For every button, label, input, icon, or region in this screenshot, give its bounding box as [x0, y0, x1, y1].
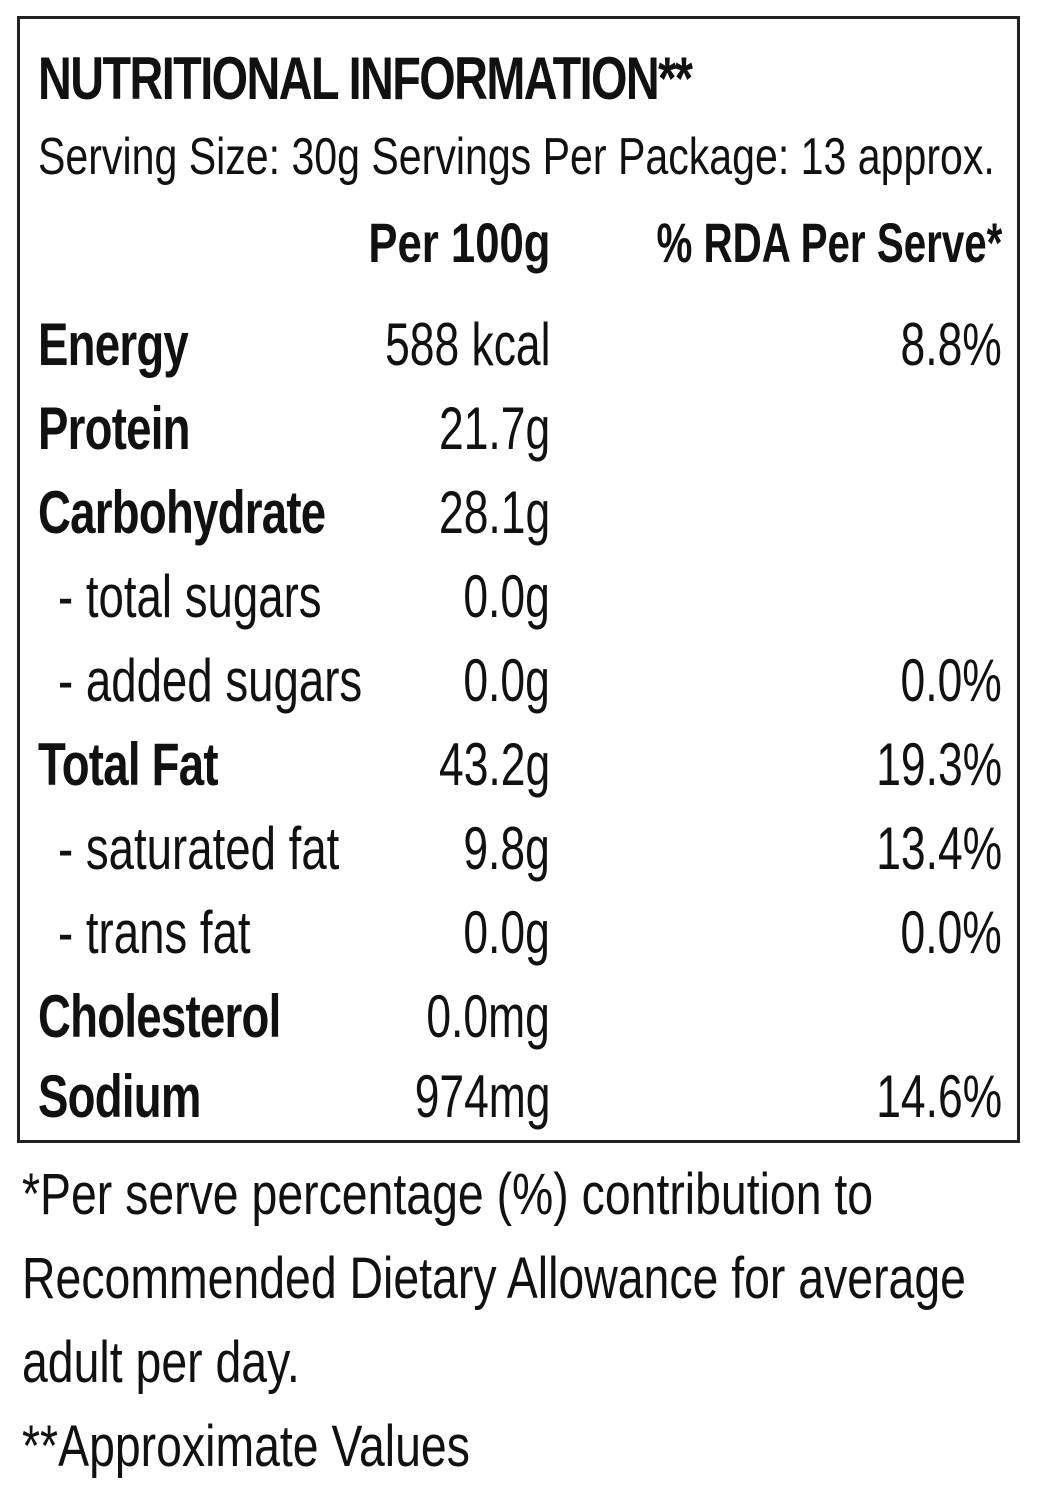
- nutrient-name: Cholesterol: [38, 983, 281, 1050]
- nutrient-per-100g: 974mg: [414, 1063, 550, 1130]
- column-header-rda: % RDA Per Serve*: [656, 211, 1002, 274]
- nutrient-row-sodium: Sodium 974mg 14.6%: [20, 1067, 1017, 1151]
- nutrient-name: - trans fat: [58, 899, 251, 966]
- footnote-approximate: **Approximate Values: [22, 1414, 470, 1479]
- nutrient-per-100g: 0.0g: [463, 563, 550, 630]
- nutrient-row-protein: Protein 21.7g: [20, 399, 1017, 483]
- nutrient-row-cholesterol: Cholesterol 0.0mg: [20, 987, 1017, 1071]
- nutrient-row-total-sugars: - total sugars 0.0g: [20, 567, 1017, 651]
- footnote-rda-line-2: Recommended Dietary Allowance for averag…: [22, 1246, 966, 1311]
- column-header-per-100g: Per 100g: [367, 211, 550, 274]
- nutrient-row-total-fat: Total Fat 43.2g 19.3%: [20, 735, 1017, 819]
- footnote-rda-line-1: *Per serve percentage (%) contribution t…: [22, 1162, 874, 1227]
- nutrient-rda: 14.6%: [876, 1063, 1002, 1130]
- panel-title: NUTRITIONAL INFORMATION**: [38, 45, 693, 112]
- nutrient-per-100g: 28.1g: [438, 479, 550, 546]
- footnote-rda-line-3: adult per day.: [22, 1330, 300, 1395]
- nutrient-per-100g: 0.0g: [463, 647, 550, 714]
- nutrient-name: Protein: [38, 395, 191, 462]
- nutrient-rda: 0.0%: [900, 899, 1002, 966]
- nutrient-rda: 8.8%: [900, 311, 1002, 378]
- nutrient-rda: 13.4%: [876, 815, 1002, 882]
- nutrient-name: Carbohydrate: [38, 479, 326, 546]
- nutrient-row-saturated-fat: - saturated fat 9.8g 13.4%: [20, 819, 1017, 903]
- nutrient-row-carbohydrate: Carbohydrate 28.1g: [20, 483, 1017, 567]
- nutrient-name: Sodium: [38, 1063, 201, 1130]
- nutrient-name: Total Fat: [38, 731, 219, 798]
- nutrient-rda: 0.0%: [900, 647, 1002, 714]
- nutrient-row-added-sugars: - added sugars 0.0g 0.0%: [20, 651, 1017, 735]
- nutrient-name: - total sugars: [58, 563, 322, 630]
- nutrient-per-100g: 0.0mg: [426, 983, 550, 1050]
- nutrient-per-100g: 0.0g: [463, 899, 550, 966]
- nutrient-row-energy: Energy 588 kcal 8.8%: [20, 315, 1017, 399]
- nutrient-name: Energy: [38, 311, 189, 378]
- nutrition-panel: NUTRITIONAL INFORMATION** Serving Size: …: [17, 16, 1020, 1143]
- nutrient-row-trans-fat: - trans fat 0.0g 0.0%: [20, 903, 1017, 987]
- nutrient-per-100g: 43.2g: [438, 731, 550, 798]
- nutrient-per-100g: 21.7g: [438, 395, 550, 462]
- nutrient-name: - saturated fat: [58, 815, 340, 882]
- nutrient-rda: 19.3%: [876, 731, 1002, 798]
- nutrient-per-100g: 588 kcal: [384, 311, 550, 378]
- serving-info: Serving Size: 30g Servings Per Package: …: [38, 128, 995, 186]
- nutrient-per-100g: 9.8g: [463, 815, 550, 882]
- nutrient-name: - added sugars: [58, 647, 363, 714]
